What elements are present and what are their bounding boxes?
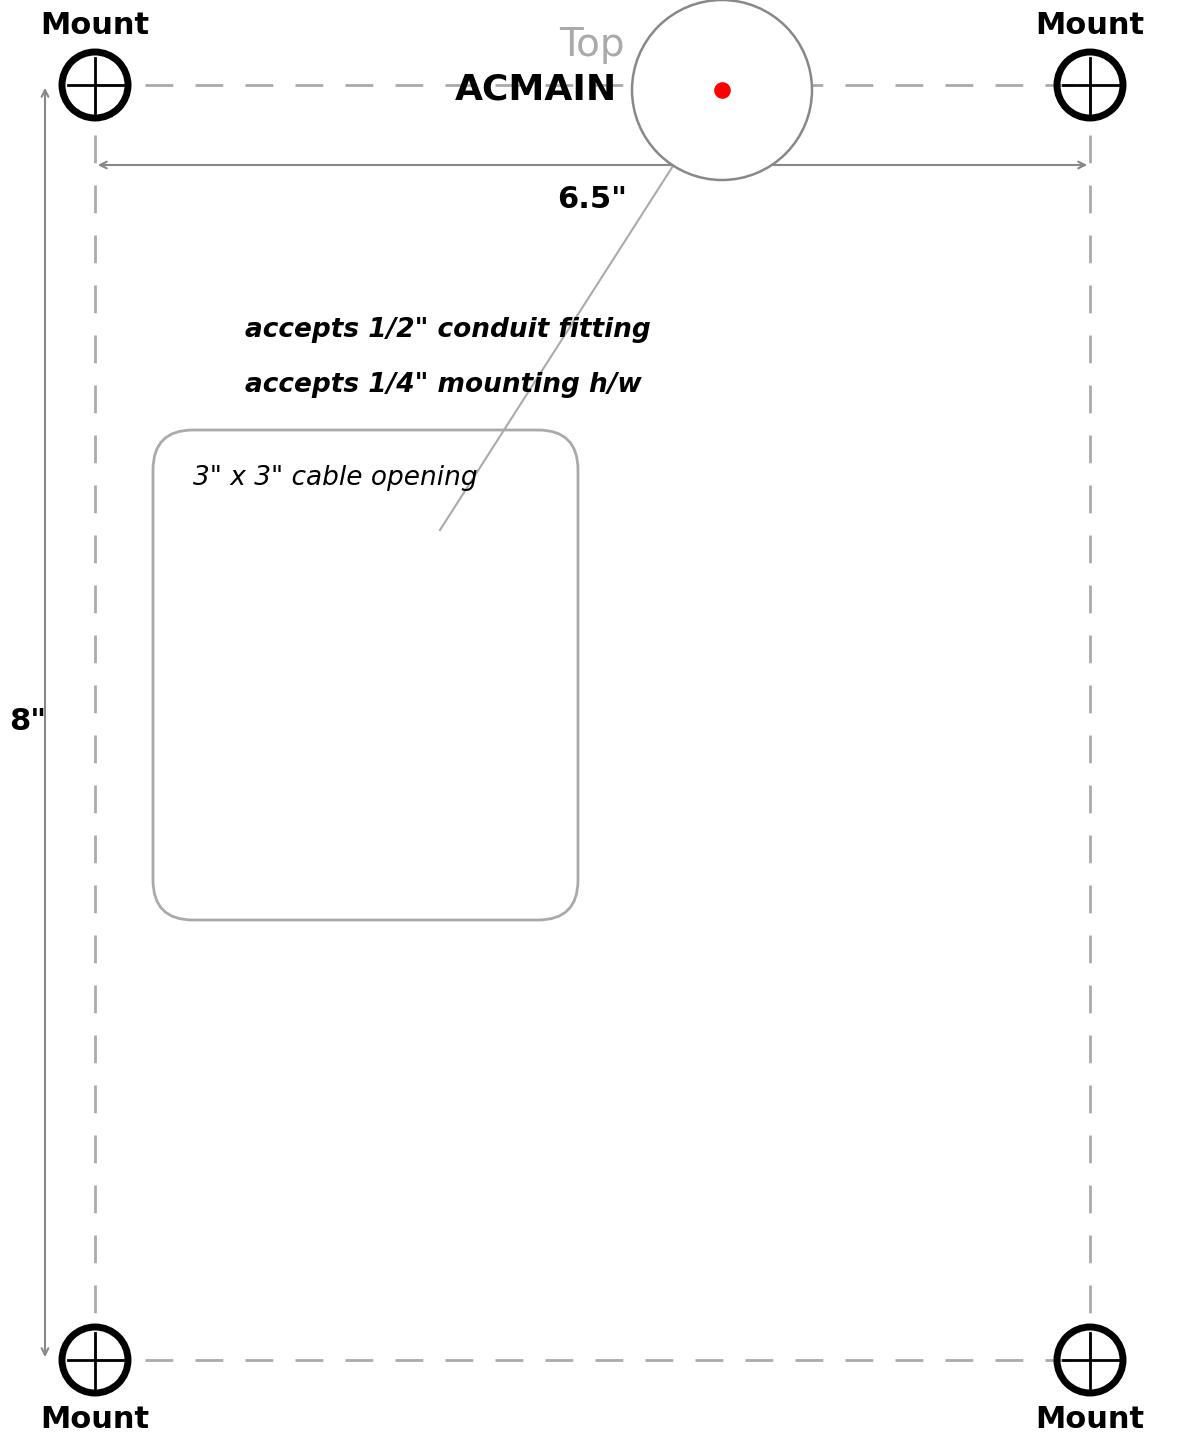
Text: accepts 1/2" conduit fitting: accepts 1/2" conduit fitting <box>245 316 651 342</box>
Text: Mount: Mount <box>40 12 149 40</box>
Circle shape <box>632 0 812 181</box>
Text: 6.5": 6.5" <box>556 185 628 214</box>
Text: accepts 1/4" mounting h/w: accepts 1/4" mounting h/w <box>245 371 642 397</box>
Text: 8": 8" <box>9 708 46 737</box>
Text: Mount: Mount <box>1036 12 1145 40</box>
Text: Top: Top <box>559 26 625 64</box>
Text: ACMAIN: ACMAIN <box>455 74 617 107</box>
Text: Mount: Mount <box>1036 1405 1145 1433</box>
Text: 3" x 3" cable opening: 3" x 3" cable opening <box>193 465 477 491</box>
Point <box>713 78 732 101</box>
Text: Mount: Mount <box>40 1405 149 1433</box>
